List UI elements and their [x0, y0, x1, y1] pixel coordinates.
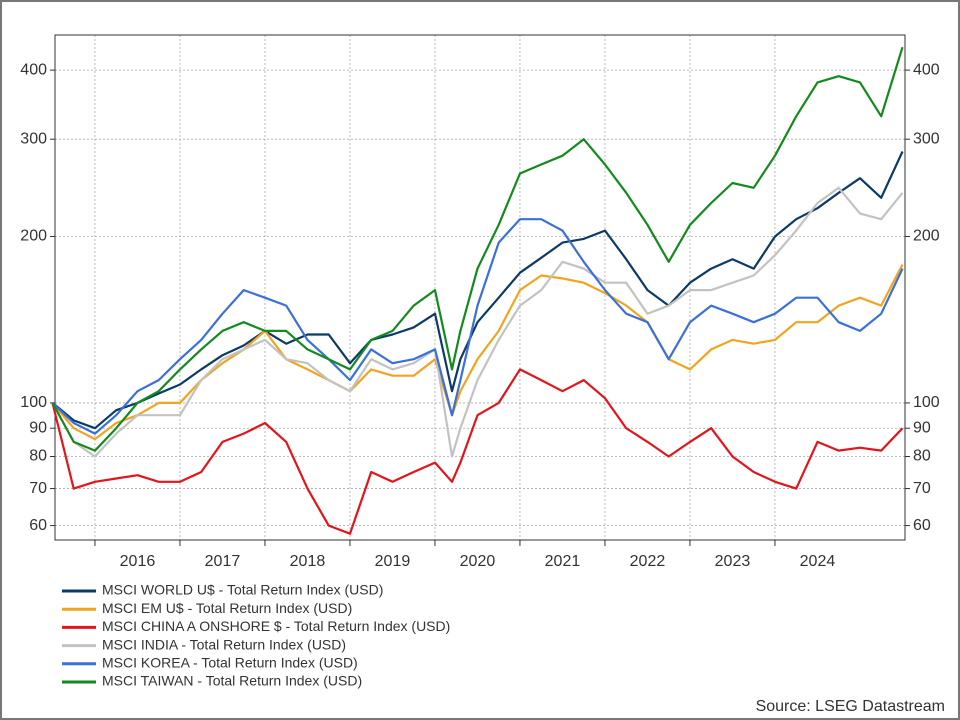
source: Source: LSEG Datastream [756, 698, 945, 715]
legend-label: MSCI EM U$ - Total Return Index (USD) [102, 600, 352, 616]
series-line [51, 368, 904, 535]
x-tick-label: 2019 [375, 553, 411, 570]
series-line [51, 46, 904, 452]
legend-label: MSCI CHINA A ONSHORE $ - Total Return In… [102, 618, 450, 634]
y2-tick-label: 60 [913, 517, 931, 534]
x-tick-label: 2021 [545, 553, 581, 570]
x-tick-label: 2017 [205, 553, 241, 570]
legend-label: MSCI WORLD U$ - Total Return Index (USD) [102, 582, 383, 598]
plot-area [54, 34, 906, 541]
y-tick-label: 70 [29, 480, 47, 497]
y2-tick-label: 80 [913, 448, 931, 465]
y-tick-label: 400 [20, 61, 47, 78]
y-tick-label: 300 [20, 130, 47, 147]
series-line [51, 186, 904, 458]
y2-tick-label: 100 [913, 394, 940, 411]
y-tick-label: 60 [29, 517, 47, 534]
y2-tick-label: 300 [913, 130, 940, 147]
y-tick-label: 100 [20, 394, 47, 411]
series-line [51, 218, 904, 435]
x-tick-label: 2022 [630, 553, 666, 570]
y2-tick-label: 90 [913, 419, 931, 436]
y-tick-label: 200 [20, 228, 47, 245]
legend-label: MSCI KOREA - Total Return Index (USD) [102, 655, 358, 671]
y-tick-label: 90 [29, 419, 47, 436]
y-tick-label: 80 [29, 448, 47, 465]
x-tick-label: 2023 [715, 553, 751, 570]
x-tick-label: 2020 [460, 553, 496, 570]
legend-label: MSCI TAIWAN - Total Return Index (USD) [102, 673, 362, 689]
y2-tick-label: 70 [913, 480, 931, 497]
y2-tick-label: 400 [913, 61, 940, 78]
x-tick-label: 2024 [800, 553, 836, 570]
x-tick-label: 2018 [290, 553, 326, 570]
legend-label: MSCI INDIA - Total Return Index (USD) [102, 636, 346, 652]
x-tick-label: 2016 [120, 553, 156, 570]
y2-tick-label: 200 [913, 228, 940, 245]
